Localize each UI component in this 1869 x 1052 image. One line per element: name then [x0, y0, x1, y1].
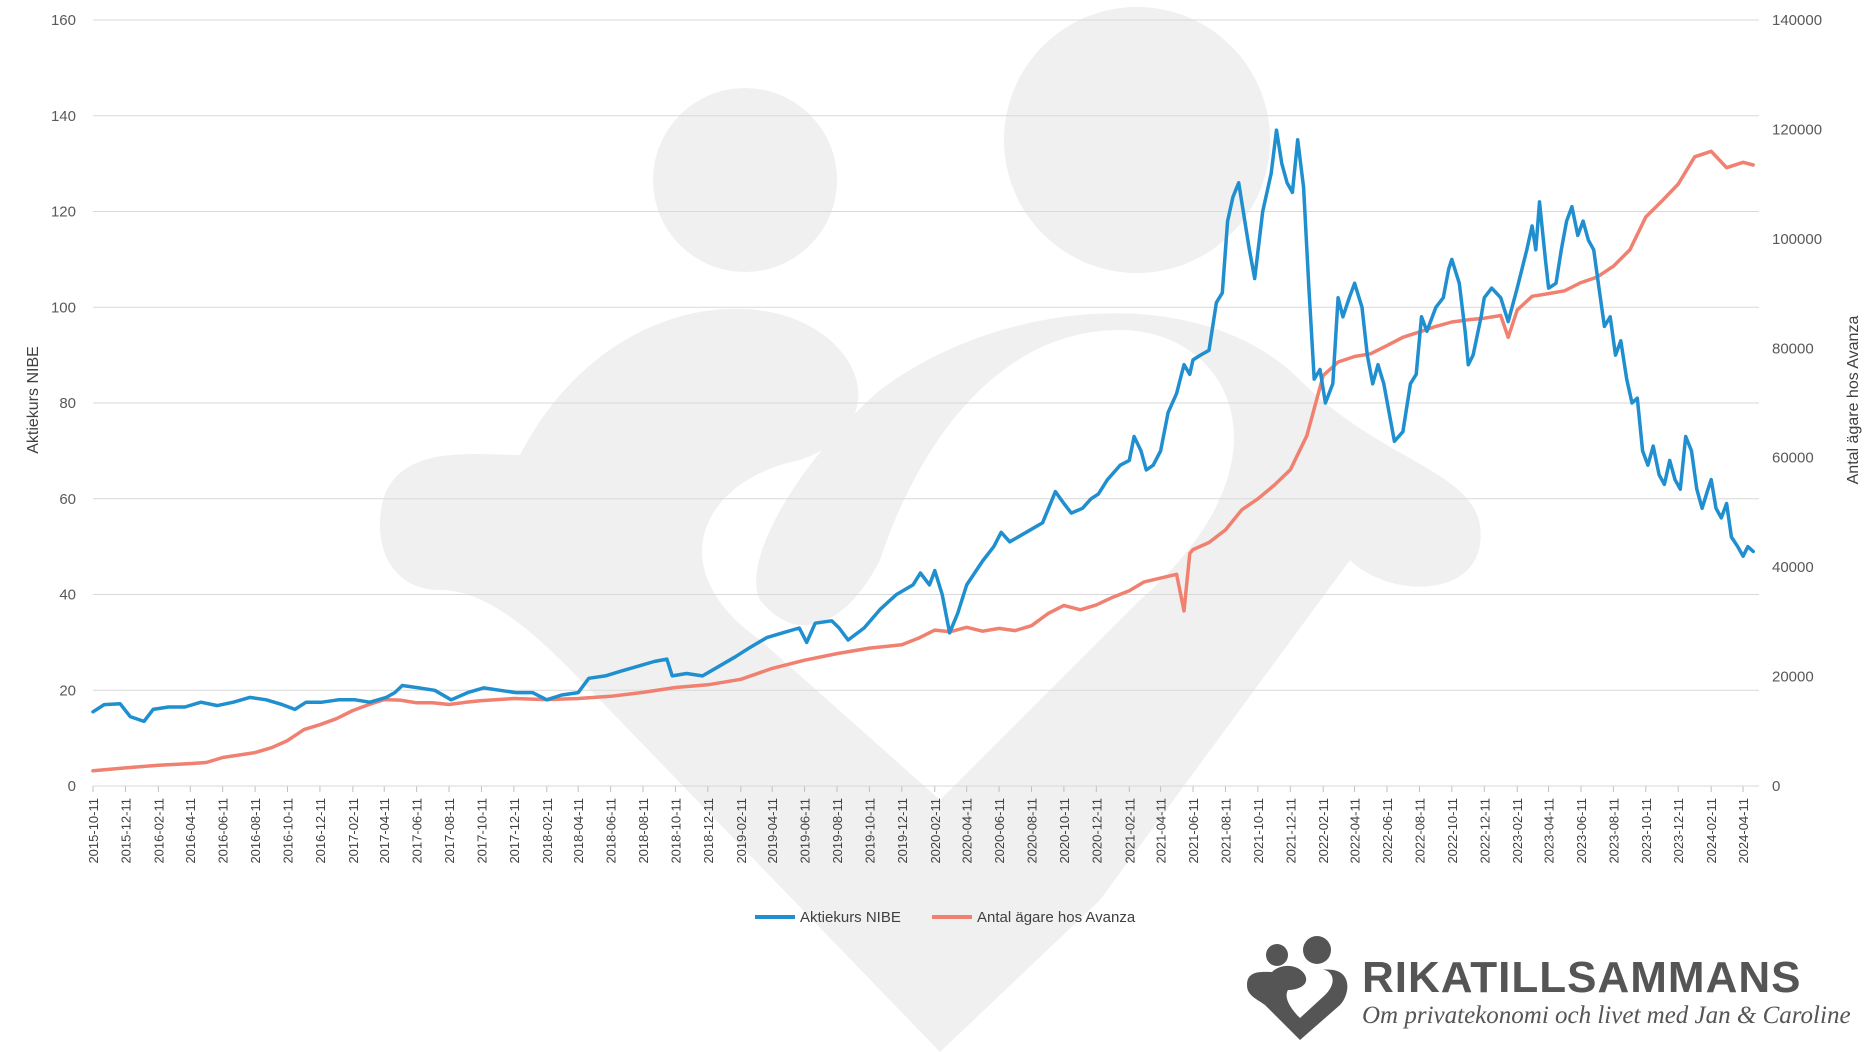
x-tick-label: 2020-08-11 [1024, 798, 1039, 864]
legend-label-aktiekurs: Aktiekurs NIBE [800, 909, 901, 926]
x-tick-label: 2016-06-11 [216, 798, 231, 864]
y-tick-label: 20 [59, 682, 76, 699]
x-tick-label: 2021-04-11 [1154, 798, 1169, 864]
y-tick-label: 0 [68, 778, 76, 795]
x-tick-label: 2016-10-11 [280, 798, 295, 864]
x-tick-label: 2019-02-11 [734, 798, 749, 864]
brand-logo: RIKATILLSAMMANS Om privatekonomi och liv… [1247, 936, 1851, 1040]
y2-tick-label: 100000 [1772, 231, 1822, 248]
x-tick-label: 2023-08-11 [1606, 798, 1621, 864]
x-tick-label: 2017-10-11 [474, 798, 489, 864]
brand-subtitle: Om privatekonomi och livet med Jan & Car… [1362, 1002, 1851, 1029]
left-axis-title: Aktiekurs NIBE [25, 346, 42, 454]
y-tick-label: 160 [51, 12, 76, 29]
x-tick-label: 2017-02-11 [346, 798, 361, 864]
series-layer [91, 128, 1755, 773]
gridlines [93, 19, 1759, 691]
x-tick-label: 2024-02-11 [1704, 798, 1719, 864]
x-tick-label: 2024-04-11 [1736, 798, 1751, 864]
x-tick-label: 2020-12-11 [1089, 798, 1104, 864]
x-tick-label: 2020-10-11 [1057, 798, 1072, 864]
x-tick-label: 2016-08-11 [248, 798, 263, 864]
y-tick-label: 100 [51, 299, 76, 316]
x-tick-label: 2022-08-11 [1412, 798, 1427, 864]
brand-title: RIKATILLSAMMANS [1362, 953, 1801, 1002]
x-tick-label: 2019-12-11 [895, 798, 910, 864]
y-tick-label: 40 [59, 587, 76, 604]
legend: Aktiekurs NIBE Antal ägare hos Avanza [755, 909, 1136, 926]
y2-tick-label: 0 [1772, 778, 1780, 795]
x-tick-label: 2019-08-11 [830, 798, 845, 864]
y2-tick-label: 80000 [1772, 340, 1814, 357]
x-tick-label: 2023-10-11 [1639, 798, 1654, 864]
x-tick-label: 2015-10-11 [86, 798, 101, 864]
x-tick-label: 2023-02-11 [1510, 798, 1525, 864]
series-line-aktiekurs [91, 128, 1755, 724]
x-tick-label: 2017-04-11 [377, 798, 392, 864]
x-tick-label: 2016-04-11 [183, 798, 198, 864]
x-tick-label: 2018-04-11 [571, 798, 586, 864]
y2-tick-label: 20000 [1772, 669, 1814, 686]
x-tick-label: 2017-12-11 [507, 798, 522, 864]
y-tick-label: 80 [59, 395, 76, 412]
x-tick-label: 2021-10-11 [1251, 798, 1266, 864]
x-tick-label: 2021-06-11 [1186, 798, 1201, 864]
x-tick-label: 2023-12-11 [1671, 798, 1686, 864]
y-tick-label: 60 [59, 491, 76, 508]
x-tick-label: 2017-08-11 [442, 798, 457, 864]
x-tick-label: 2022-12-11 [1477, 798, 1492, 864]
brand-icon [1247, 936, 1348, 1040]
y-tick-label: 120 [51, 204, 76, 221]
x-tick-label: 2018-02-11 [540, 798, 555, 864]
x-tick-label: 2018-08-11 [636, 798, 651, 864]
y2-tick-label: 40000 [1772, 559, 1814, 576]
legend-label-agare: Antal ägare hos Avanza [977, 909, 1136, 926]
y2-tick-label: 140000 [1772, 12, 1822, 29]
x-tick-label: 2023-06-11 [1574, 798, 1589, 864]
y2-tick-label: 60000 [1772, 450, 1814, 467]
x-tick-label: 2018-10-11 [668, 798, 683, 864]
series-line-agare [91, 149, 1755, 773]
x-tick-label: 2015-12-11 [118, 798, 133, 864]
right-axis-ticks: 0 20000 40000 60000 80000 100000 120000 140000 [1772, 12, 1822, 795]
x-tick-label: 2018-12-11 [701, 798, 716, 864]
y2-tick-label: 120000 [1772, 121, 1822, 138]
left-axis-ticks: 0 20 40 60 80 100 120 140 160 [51, 12, 76, 795]
x-tick-label: 2021-12-11 [1283, 798, 1298, 864]
x-tick-label: 2022-06-11 [1380, 798, 1395, 864]
x-tick-label: 2022-10-11 [1445, 798, 1460, 864]
x-tick-label: 2023-04-11 [1542, 798, 1557, 864]
x-tick-label: 2019-10-11 [862, 798, 877, 864]
watermark-logo [380, 7, 1481, 1052]
y-tick-label: 140 [51, 108, 76, 125]
x-tick-label: 2022-02-11 [1316, 798, 1331, 864]
x-tick-label: 2020-02-11 [928, 798, 943, 864]
x-tick-label: 2018-06-11 [604, 798, 619, 864]
x-tick-label: 2020-04-11 [960, 798, 975, 864]
right-axis-title: Antal ägare hos Avanza [1845, 316, 1862, 485]
x-tick-label: 2021-08-11 [1218, 798, 1233, 864]
x-tick-label: 2019-06-11 [798, 798, 813, 864]
x-tick-label: 2016-12-11 [313, 798, 328, 864]
x-tick-label: 2019-04-11 [765, 798, 780, 864]
x-tick-label: 2022-04-11 [1348, 798, 1363, 864]
x-tick-label: 2020-06-11 [992, 798, 1007, 864]
x-tick-label: 2021-02-11 [1122, 798, 1137, 864]
x-axis-ticks: 2015-10-11 2015-12-11 2016-02-11 2016-04-11… [86, 786, 1751, 864]
x-tick-label: 2017-06-11 [410, 798, 425, 864]
x-tick-label: 2016-02-11 [151, 798, 166, 864]
